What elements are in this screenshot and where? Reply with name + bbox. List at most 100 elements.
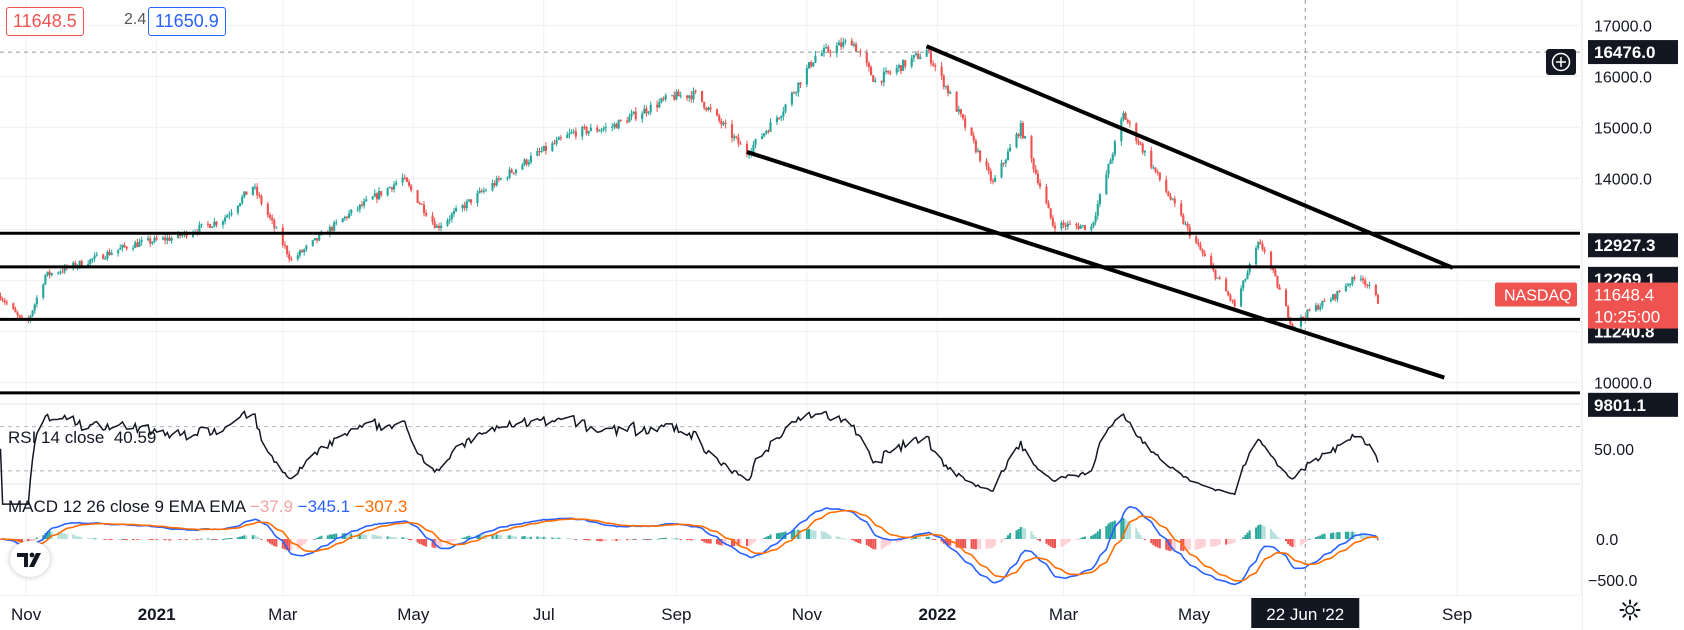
candle-body [153,237,156,242]
candle-body [1227,291,1230,296]
candle-body [521,164,524,170]
candle-body [887,70,890,73]
candle-body [1364,280,1367,285]
tradingview-logo[interactable] [10,541,50,577]
candle-body [465,201,468,209]
candle-body [44,275,47,285]
macd-histogram-bar [467,535,470,539]
macd-histogram-bar [944,539,947,545]
macd-histogram-bar [177,539,180,540]
macd-histogram-bar [568,538,571,540]
candle-body [675,91,678,100]
macd-histogram-bar [737,539,740,546]
candle-body [1263,249,1266,252]
candle-body [371,196,374,200]
drawing-overlays[interactable] [0,0,1580,596]
candle-body [715,109,719,116]
candle-body [1314,305,1318,311]
macd-histogram-bar [1242,537,1245,539]
macd-histogram-bar [673,538,676,540]
macd-histogram-bar [977,539,979,549]
bid-price-badge[interactable]: 11648.5 [6,7,84,36]
time-axis-tick: Nov [792,605,823,624]
candle-body [1302,316,1305,318]
macd-histogram-bar [917,537,920,539]
macd-histogram-bar [919,537,922,539]
candle-body [1105,174,1108,195]
add-alert-button[interactable] [1546,49,1576,75]
ask-price-badge[interactable]: 11650.9 [148,7,226,36]
candle-body [388,187,391,189]
time-axis-tick: Mar [268,605,298,624]
macd-histogram-bar [679,539,682,540]
macd-histogram-bar [345,533,348,539]
macd-histogram-bar [1096,531,1099,539]
candle-body [155,237,158,240]
macd-histogram-bar [1002,539,1005,541]
candle-body [1139,143,1142,145]
macd-histogram-bar [313,538,316,540]
plus-circle-icon [1551,52,1571,72]
macd-histogram-bar [570,538,573,540]
macd-histogram-bar [925,536,928,539]
candle-body [961,114,965,119]
rsi-legend[interactable]: RSI 14 close 40.59 [8,428,156,448]
candle-body [837,42,841,46]
candle-body [889,72,892,74]
macd-histogram-bar [675,538,678,540]
candle-body [626,120,629,123]
candle-body [643,108,646,114]
candle-body [1051,217,1054,226]
candle-body [1021,122,1024,139]
candle-body [989,171,992,181]
candle-body [557,137,560,140]
candle-body [134,242,137,248]
candle-body [568,133,571,135]
candle-body [33,304,36,311]
macd-histogram-bar [731,539,734,547]
candle-body [1346,284,1350,286]
candle-body [315,238,319,241]
macd-histogram-bar [1152,539,1155,546]
candle-body [748,154,751,156]
candle-body [476,192,479,203]
candle-body [1374,285,1377,296]
candle-body [976,150,980,152]
candle-body [431,215,434,222]
macd-histogram-bar [74,535,77,539]
symbol-label: NASDAQ [1504,288,1572,305]
macd-histogram-bar [450,539,453,543]
macd-histogram-bar [855,539,858,543]
macd-histogram-bar [1201,539,1204,548]
candle-body [170,237,173,241]
candle-body [677,91,680,97]
rsi-legend-value: 40.59 [113,428,157,447]
candle-body [119,247,122,250]
candle-body [799,82,802,85]
candle-body [619,120,622,122]
candle-body [745,143,749,155]
candle-body [330,227,334,231]
macd-histogram-bar [363,534,366,539]
crosshair-price-label: 16476.0 [1594,43,1655,62]
macd-histogram-bar [102,538,105,540]
macd-histogram-bar [583,539,586,540]
macd-histogram-bar [35,537,38,539]
macd-histogram-bar [857,539,860,543]
candle-body [298,250,302,256]
candle-body [311,240,314,246]
candle-body [375,193,379,200]
macd-histogram-bar [979,539,982,549]
candle-body [303,249,306,253]
candle-body [1126,119,1129,123]
macd-histogram-bar [850,539,853,540]
macd-legend[interactable]: MACD 12 26 close 9 EMA EMA −37.9 −345.1 … [8,497,407,517]
rsi-legend-label: RSI 14 close [8,428,105,447]
candle-body [583,126,586,128]
candle-body [1180,203,1183,216]
candle-body [106,251,109,259]
macd-histogram-bar [1257,525,1260,539]
chart-settings-button[interactable] [1618,598,1642,627]
candle-body [1038,183,1042,187]
